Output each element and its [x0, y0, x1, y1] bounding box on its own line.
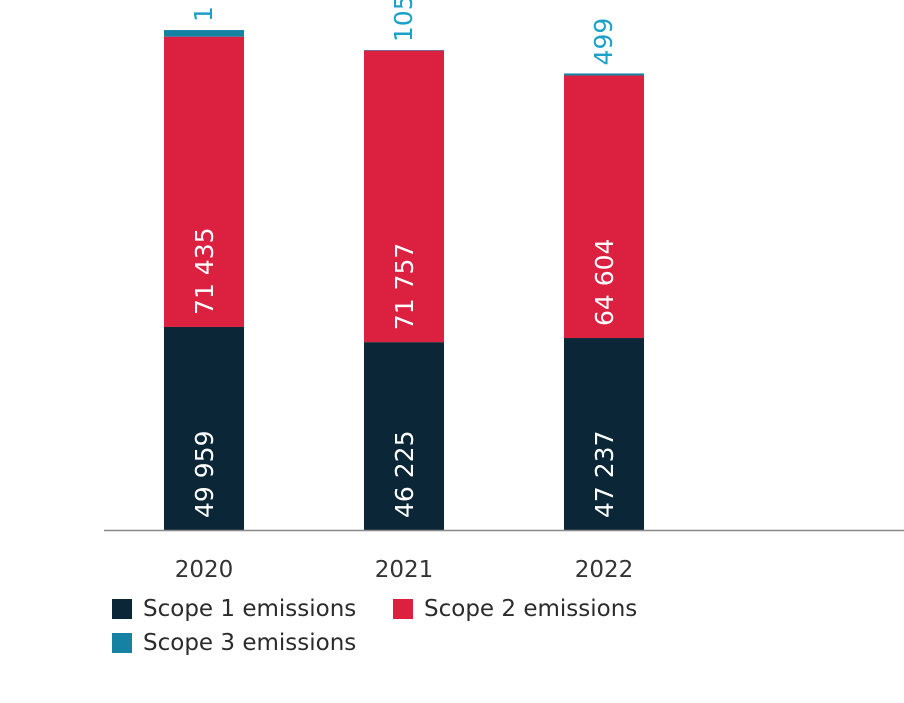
data-label-2021-scope-2: 71 757 — [390, 243, 419, 330]
bar-2021-scope-3 — [364, 50, 444, 51]
x-tick-label-2021: 2021 — [375, 557, 434, 583]
bar-2021-scope-2 — [364, 50, 444, 343]
bar-2022-scope-3 — [564, 73, 644, 76]
legend-label-scope-2: Scope 2 emissions — [424, 596, 638, 622]
bar-2020-scope-3 — [164, 30, 244, 37]
bar-2020-scope-2 — [164, 36, 244, 327]
data-label-2021-scope-1: 46 225 — [390, 431, 419, 518]
legend-swatch-scope-3 — [112, 633, 132, 653]
legend-label-scope-1: Scope 1 emissions — [143, 596, 357, 622]
data-label-2022-scope-3: 499 — [589, 18, 618, 66]
legend-item-scope-1: Scope 1 emissions — [112, 596, 356, 622]
data-label-2022-scope-1: 47 237 — [590, 431, 619, 518]
data-label-2020-scope-3: 1 625 — [189, 0, 218, 22]
legend-item-scope-3: Scope 3 emissions — [112, 630, 356, 656]
bar-2022-scope-1 — [564, 338, 644, 530]
data-label-2020-scope-1: 49 959 — [190, 431, 219, 518]
x-tick-label-2022: 2022 — [575, 557, 634, 583]
legend-item-scope-2: Scope 2 emissions — [393, 596, 637, 622]
data-label-2020-scope-2: 71 435 — [190, 227, 219, 314]
data-label-2022-scope-2: 64 604 — [590, 239, 619, 326]
bar-2021-scope-1 — [364, 342, 444, 530]
legend-swatch-scope-2 — [393, 599, 413, 619]
x-tick-label-2020: 2020 — [175, 557, 234, 583]
data-label-2021-scope-3: 105 — [389, 0, 418, 42]
bar-2020-scope-1 — [164, 326, 244, 530]
bar-2022-scope-2 — [564, 75, 644, 339]
legend-swatch-scope-1 — [112, 599, 132, 619]
legend-label-scope-3: Scope 3 emissions — [143, 630, 357, 656]
